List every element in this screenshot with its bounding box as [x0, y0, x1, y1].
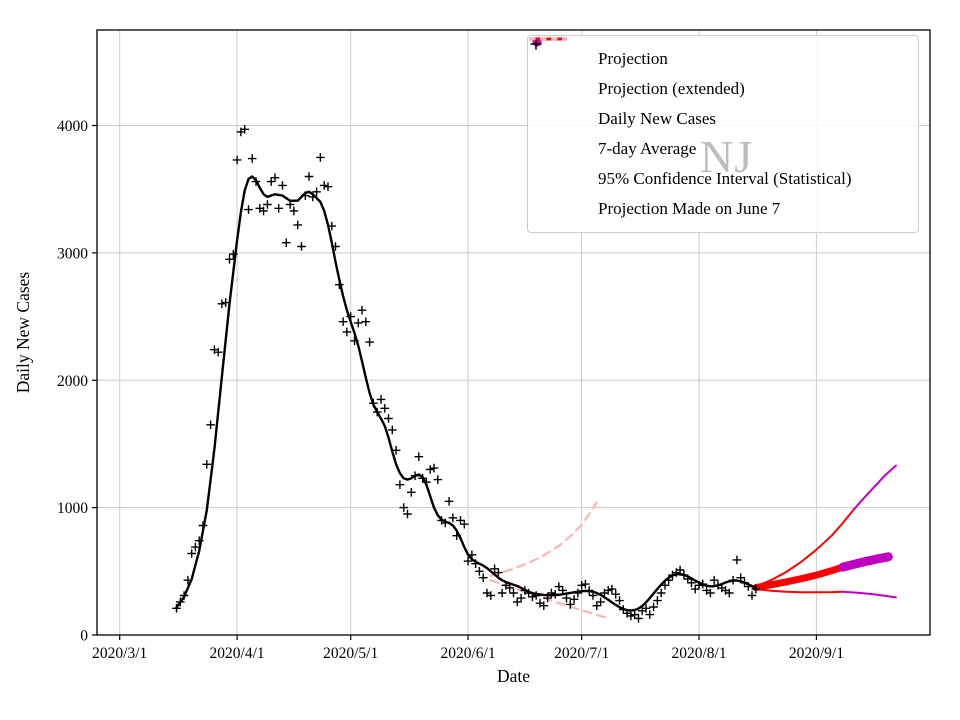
x-tick-label: 2020/6/1	[441, 645, 496, 662]
x-tick-label: 2020/4/1	[210, 645, 265, 662]
series-ci-lower	[754, 588, 844, 594]
y-tick-label: 3000	[57, 245, 88, 262]
legend-item-label: 95% Confidence Interval (Statistical)	[598, 169, 852, 188]
y-tick-label: 4000	[57, 118, 88, 135]
legend-item-label: Daily New Cases	[598, 109, 717, 128]
series-ci-upper-extended	[853, 464, 897, 510]
x-tick-label: 2020/7/1	[554, 645, 609, 662]
legend-item-label: 7-day Average	[598, 139, 697, 158]
watermark: NJ	[700, 131, 754, 182]
y-tick-label: 1000	[57, 500, 88, 517]
series-projection-extended	[838, 552, 893, 572]
legend-item-5: Projection Made on June 7	[528, 37, 918, 224]
x-tick-label: 2020/8/1	[671, 645, 726, 662]
series-ci-lower-extended	[841, 590, 897, 599]
series-daily-new-cases	[172, 125, 761, 623]
series-seven-day-average	[175, 175, 757, 612]
legend-item-label: Projection (extended)	[598, 79, 745, 98]
series-projection	[752, 563, 847, 592]
x-tick-label: 2020/3/1	[92, 645, 147, 662]
legend: Projection Projection (extended) Daily New…	[527, 35, 919, 233]
legend-item-0: Projection	[528, 37, 918, 74]
plot-border	[96, 29, 931, 636]
x-tick-label: 2020/9/1	[789, 645, 844, 662]
x-tick-label: 2020/5/1	[323, 645, 378, 662]
legend-item-1: Projection (extended)	[528, 37, 918, 104]
y-tick-label: 2000	[57, 373, 88, 390]
legend-item-label: Projection	[598, 49, 668, 68]
legend-item-label: Projection Made on June 7	[598, 199, 781, 218]
y-tick-label: 0	[80, 628, 88, 645]
series-june7-projection-upper	[489, 501, 598, 577]
x-axis-label: Date	[496, 666, 531, 686]
series-ci-upper	[754, 507, 856, 588]
y-axis-label: Daily New Cases	[13, 271, 33, 394]
series-june7-projection-lower	[489, 579, 610, 620]
